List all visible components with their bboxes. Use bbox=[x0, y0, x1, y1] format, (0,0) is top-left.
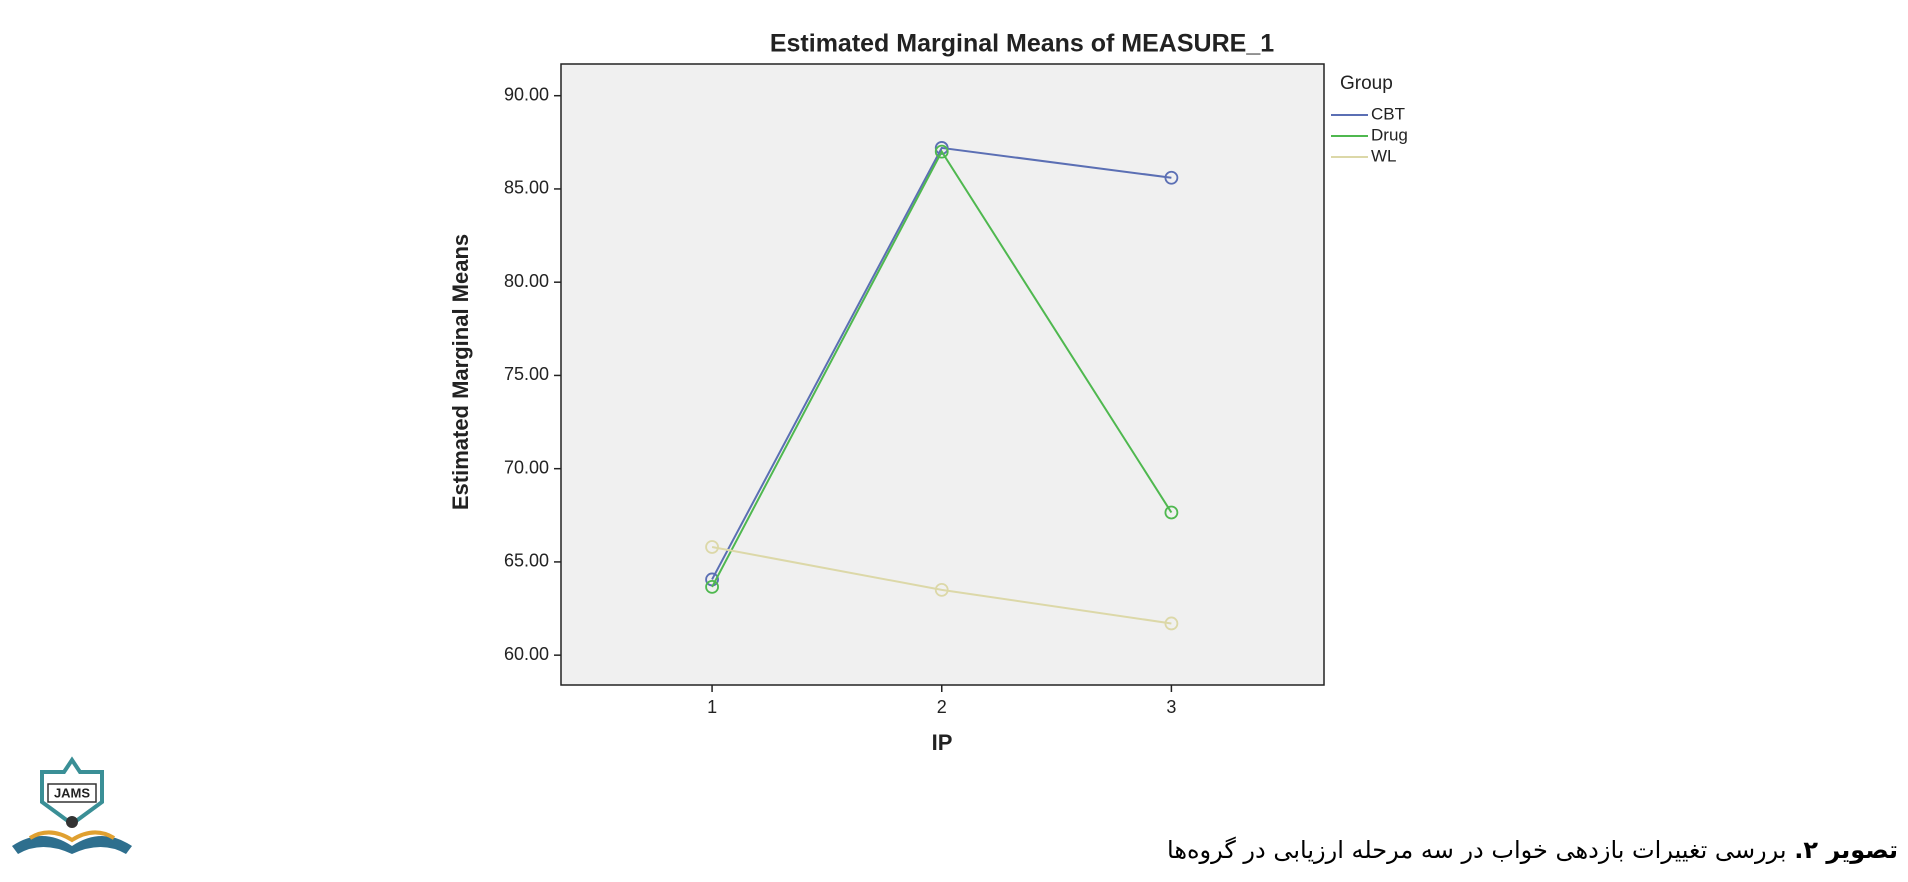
series-line bbox=[711, 149, 1173, 588]
point-marker bbox=[705, 540, 719, 554]
y-tick-label: 65.00 bbox=[504, 551, 549, 571]
y-tick-label: 60.00 bbox=[504, 644, 549, 664]
y-tick-label: 85.00 bbox=[504, 178, 549, 198]
point-marker bbox=[1164, 505, 1179, 520]
caption-label: تصویر ۲. bbox=[1794, 836, 1898, 864]
legend-label: Drug bbox=[1371, 125, 1408, 144]
x-tick-label: 2 bbox=[937, 697, 947, 717]
point-marker bbox=[934, 582, 949, 597]
legend-label: WL bbox=[1371, 146, 1397, 165]
series-line bbox=[711, 146, 1172, 580]
caption-text: بررسی تغییرات بازدهی خواب در سه مرحله ار… bbox=[1167, 836, 1787, 864]
legend-title: Group bbox=[1340, 73, 1393, 94]
point-marker bbox=[705, 580, 719, 594]
point-marker bbox=[934, 144, 949, 159]
logo: JAMS bbox=[12, 756, 132, 854]
y-tick-label: 80.00 bbox=[504, 271, 549, 291]
series-line bbox=[711, 546, 1172, 625]
y-axis-title: Estimated Marginal Means bbox=[448, 234, 473, 510]
x-axis-title: IP bbox=[932, 730, 953, 755]
logo-text: JAMS bbox=[54, 785, 90, 800]
x-tick-label: 1 bbox=[707, 697, 717, 717]
y-tick-label: 90.00 bbox=[504, 84, 549, 104]
plot-area bbox=[560, 63, 1325, 686]
y-tick-label: 75.00 bbox=[504, 364, 549, 384]
caption: تصویر ۲. بررسی تغییرات بازدهی خواب در سه… bbox=[1167, 836, 1898, 864]
chart-title: Estimated Marginal Means of MEASURE_1 bbox=[770, 30, 1274, 58]
legend-label: CBT bbox=[1371, 104, 1405, 123]
point-marker bbox=[1164, 170, 1179, 185]
point-marker bbox=[934, 141, 949, 155]
point-marker bbox=[1164, 616, 1179, 631]
x-tick-label: 3 bbox=[1166, 697, 1176, 717]
y-tick-label: 70.00 bbox=[504, 457, 549, 477]
